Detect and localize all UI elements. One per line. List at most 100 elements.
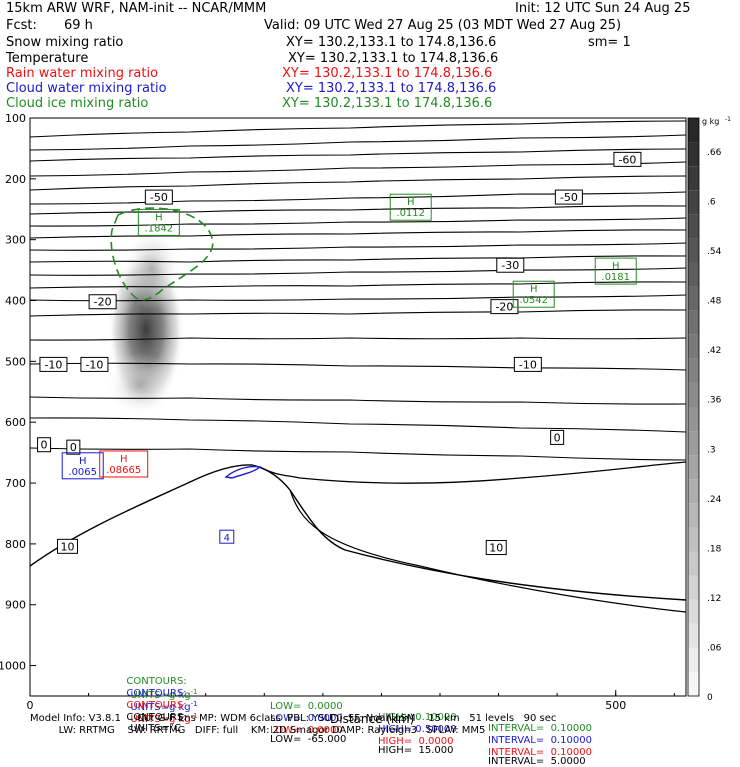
colorbar-swatch: [688, 262, 699, 287]
isotherm-line: [30, 396, 686, 405]
cloud-water-label-box: [219, 529, 235, 544]
maximum-box: [389, 193, 432, 221]
terrain-lee-slope: [289, 489, 686, 613]
maximum-box: [594, 257, 637, 285]
temperature-label-box: [39, 356, 68, 372]
colorbar-swatch: [688, 142, 699, 167]
cloud-ice-contour: [110, 207, 214, 301]
temperature-label-box: [66, 439, 81, 455]
colorbar-tick-label: .06: [707, 643, 722, 653]
isotherm-line: [30, 417, 686, 433]
isotherm-line: [30, 134, 686, 151]
temperature-label: 10: [489, 542, 503, 555]
colorbar-swatch: [688, 479, 699, 504]
temperature-label: 0: [70, 441, 77, 454]
field-name-rain: Rain water mixing ratio: [6, 66, 159, 81]
contour-info-temp-interval: INTERVAL= 5.0000: [488, 756, 586, 767]
maximum-value: .0542: [519, 295, 548, 306]
colorbar-tick-label: .48: [707, 297, 722, 307]
maximum-marker: H: [120, 454, 128, 465]
temperature-label: -10: [519, 358, 537, 371]
y-tick-label: 700: [5, 477, 26, 490]
y-tick-label: 800: [5, 538, 26, 551]
colorbar-swatch: [688, 527, 699, 552]
cloud-water-label: 4: [224, 533, 230, 544]
colorbar-swatch: [688, 455, 699, 480]
maximum-value: .08665: [106, 465, 141, 476]
snow-shading-lower: [106, 353, 174, 417]
field-xy-cloud-ice: XY= 130.2,133.1 to 174.8,136.6: [282, 96, 493, 111]
colorbar-tick-label: 0: [707, 693, 713, 703]
contour-info-water-interval: INTERVAL= 0.10000: [488, 735, 592, 747]
contour-info-ice: CONTOURS: UNITS=g kg-1 LOW= 0.0000 HIGH=…: [120, 665, 592, 734]
y-tick-label: 400: [5, 295, 26, 308]
maximum-marker: H: [155, 212, 163, 223]
contour-info-ice-low: LOW= 0.0000: [270, 701, 343, 713]
valid-time: Valid: 09 UTC Wed 27 Aug 25 (03 MDT Wed …: [264, 18, 622, 33]
contour-info-ice-interval: INTERVAL= 0.10000: [488, 723, 592, 735]
distance-axis: 0 500: [27, 690, 675, 712]
colorbar-frame: [687, 117, 700, 697]
colorbar-swatch: [688, 503, 699, 528]
field-name-snow: Snow mixing ratio: [6, 35, 124, 50]
colorbar-swatch: [688, 407, 699, 432]
temperature-label: -50: [150, 191, 168, 204]
maximum-marker: H: [530, 284, 538, 295]
maximum-marker: H: [612, 261, 620, 272]
colorbar-tick-label: .18: [707, 544, 722, 554]
y-tick-label: 1000: [0, 660, 26, 673]
pressure-axis: 100 200 300 400 500 600 700 800 900 1000: [0, 112, 36, 673]
isotherm-line: [30, 229, 686, 239]
isotherm-line: [30, 217, 686, 227]
model-title: 15km ARW WRF, NAM-init -- NCAR/MMM: [6, 1, 267, 16]
colorbar-swatch: [688, 286, 699, 311]
temperature-label: -60: [618, 153, 636, 166]
temperature-label: -20: [94, 296, 112, 309]
isotherm-line: [30, 242, 686, 251]
isotherm-line: [30, 205, 686, 215]
colorbar-swatch: [688, 118, 699, 143]
temperature-label-box: [613, 151, 642, 167]
isotherm-line: [30, 281, 686, 289]
contour-info-temp-high: HIGH= 15.000: [378, 745, 454, 756]
field-name-cloud-water: Cloud water mixing ratio: [6, 81, 167, 96]
field-xy-cloud-water: XY= 130.2,133.1 to 174.8,136.6: [286, 81, 497, 96]
colorbar-swatch: [688, 623, 699, 648]
contour-info-water-exp: -1: [190, 700, 198, 708]
contour-info-water-label: CONTOURS:: [126, 688, 187, 699]
y-tick-label: 900: [5, 599, 26, 612]
temperature-labels: -60 -50 -50 -30 -20 -20 -10 -10 -10 0 0 0 10 10: [37, 151, 642, 556]
colorbar-swatch: [688, 310, 699, 335]
forecast-hour: 69 h: [64, 18, 93, 33]
colorbar-swatch: [688, 334, 699, 359]
temperature-label: 0: [41, 439, 48, 452]
temperature-label: -50: [560, 191, 578, 204]
temperature-label-box: [37, 437, 52, 453]
field-smoothing: sm= 1: [588, 35, 631, 50]
forecast-label: Fcst:: [6, 18, 37, 33]
colorbar-units-exponent: -1: [725, 116, 731, 123]
y-tick-label: 500: [5, 355, 26, 368]
colorbar-tick-label: .12: [707, 594, 721, 604]
colorbar-swatch: [688, 671, 699, 696]
field-name-temperature: Temperature: [6, 51, 89, 66]
colorbar-swatch: [688, 214, 699, 239]
y-tick-label: 300: [5, 234, 26, 247]
temperature-label-box: [550, 429, 565, 445]
colorbar-tick-label: .36: [707, 396, 722, 406]
colorbar-swatch: [688, 647, 699, 672]
maximum-box: [61, 452, 104, 480]
contour-info-temp-units: UNITS=°C: [130, 723, 181, 734]
isotherm-line: [30, 120, 686, 138]
plot-frame: [29, 117, 687, 697]
contour-info-water-high: HIGH= 0.50000: [378, 724, 457, 736]
field-xy-rain: XY= 130.2,133.1 to 174.8,136.6: [282, 66, 493, 81]
maximum-value: .0181: [601, 272, 630, 283]
temperature-label-box: [56, 538, 78, 554]
temperature-label-box: [496, 257, 525, 273]
isotherm-line: [30, 362, 686, 371]
temperature-label: -10: [85, 358, 103, 371]
temperature-label-box: [485, 540, 507, 556]
temperature-label: -20: [495, 301, 513, 314]
y-tick-label: 600: [5, 416, 26, 429]
